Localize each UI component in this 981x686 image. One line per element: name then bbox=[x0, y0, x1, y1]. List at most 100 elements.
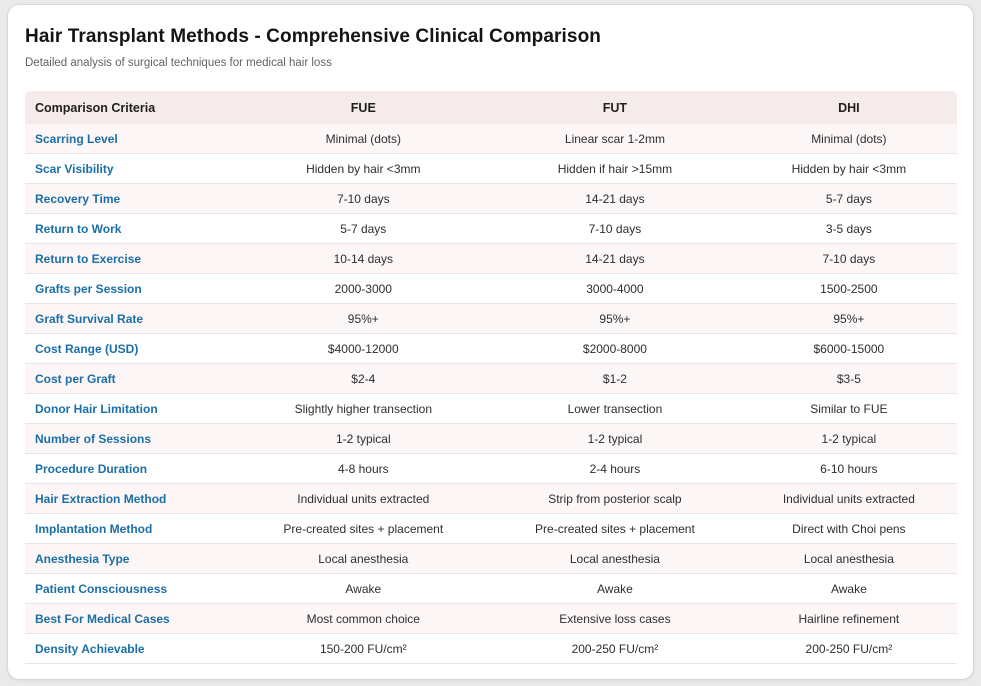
fut-value-cell: Strip from posterior scalp bbox=[489, 484, 741, 514]
table-row: Anesthesia Type Local anesthesia Local ane… bbox=[25, 544, 957, 574]
fut-value-cell: $1-2 bbox=[489, 364, 741, 394]
fut-value-cell: 2-4 hours bbox=[489, 454, 741, 484]
dhi-value-cell: Hidden by hair <3mm bbox=[740, 154, 957, 184]
fue-value-cell: 4-8 hours bbox=[237, 454, 490, 484]
criteria-label: Number of Sessions bbox=[25, 424, 238, 454]
fue-value-cell: Individual units extracted bbox=[237, 484, 490, 514]
criteria-label: Cost per Graft bbox=[25, 364, 238, 394]
table-row: Grafts per Session 2000-3000 3000-4000 1500… bbox=[25, 274, 957, 304]
criteria-label: Patient Consciousness bbox=[25, 574, 238, 604]
criteria-label: Hair Extraction Method bbox=[25, 484, 238, 514]
criteria-label: Procedure Duration bbox=[25, 454, 238, 484]
dhi-value-cell: 7-10 days bbox=[740, 244, 957, 274]
fue-value-cell: Awake bbox=[237, 574, 490, 604]
fut-value-cell: 95%+ bbox=[489, 304, 741, 334]
fut-value-cell: 14-21 days bbox=[489, 244, 741, 274]
fue-value-cell: Minimal (dots) bbox=[237, 124, 490, 154]
criteria-label: Implantation Method bbox=[25, 514, 238, 544]
column-header-dhi: DHI bbox=[740, 91, 957, 124]
dhi-value-cell: 1500-2500 bbox=[740, 274, 957, 304]
criteria-label: Recovery Time bbox=[25, 184, 238, 214]
table-row: Hair Extraction Method Individual units e… bbox=[25, 484, 957, 514]
page-subtitle: Detailed analysis of surgical techniques… bbox=[25, 57, 332, 69]
criteria-label: Return to Exercise bbox=[25, 244, 238, 274]
table-row: Donor Hair Limitation Slightly higher tra… bbox=[25, 394, 957, 424]
fut-value-cell: Pre-created sites + placement bbox=[489, 514, 741, 544]
criteria-label: Density Achievable bbox=[25, 634, 238, 664]
fue-value-cell: 10-14 days bbox=[237, 244, 490, 274]
fut-value-cell: Hidden if hair >15mm bbox=[489, 154, 741, 184]
fue-value-cell: 1-2 typical bbox=[237, 424, 490, 454]
criteria-label: Graft Survival Rate bbox=[25, 304, 238, 334]
dhi-value-cell: 3-5 days bbox=[740, 214, 957, 244]
table-row: Return to Work 5-7 days 7-10 days 3-5 days bbox=[25, 214, 957, 244]
dhi-value-cell: $6000-15000 bbox=[740, 334, 957, 364]
fut-value-cell: Extensive loss cases bbox=[489, 604, 741, 634]
fut-value-cell: Lower transection bbox=[489, 394, 741, 424]
dhi-value-cell: Individual units extracted bbox=[740, 484, 957, 514]
comparison-table: Comparison Criteria FUE FUT DHI Scarring… bbox=[25, 91, 957, 664]
table-row: Return to Exercise 10-14 days 14-21 days 7-… bbox=[25, 244, 957, 274]
fut-value-cell: 7-10 days bbox=[489, 214, 741, 244]
table-row: Cost Range (USD) $4000-12000 $2000-8000 $60… bbox=[25, 334, 957, 364]
table-row: Procedure Duration 4-8 hours 2-4 hours 6-10… bbox=[25, 454, 957, 484]
fut-value-cell: 14-21 days bbox=[489, 184, 741, 214]
criteria-label: Best For Medical Cases bbox=[25, 604, 238, 634]
table-row: Cost per Graft $2-4 $1-2 $3-5 bbox=[25, 364, 957, 394]
comparison-card: Hair Transplant Methods - Comprehensive … bbox=[7, 4, 974, 680]
fue-value-cell: Most common choice bbox=[237, 604, 490, 634]
dhi-value-cell: Minimal (dots) bbox=[740, 124, 957, 154]
table-row: Scarring Level Minimal (dots) Linear scar … bbox=[25, 124, 957, 154]
fue-value-cell: Local anesthesia bbox=[237, 544, 490, 574]
dhi-value-cell: 200-250 FU/cm² bbox=[740, 634, 957, 664]
fut-value-cell: $2000-8000 bbox=[489, 334, 741, 364]
fut-value-cell: 200-250 FU/cm² bbox=[489, 634, 741, 664]
dhi-value-cell: Similar to FUE bbox=[740, 394, 957, 424]
fut-value-cell: Local anesthesia bbox=[489, 544, 741, 574]
page-title: Hair Transplant Methods - Comprehensive … bbox=[25, 26, 602, 47]
table-row: Patient Consciousness Awake Awake Awake bbox=[25, 574, 957, 604]
table-row: Number of Sessions 1-2 typical 1-2 typical… bbox=[25, 424, 957, 454]
fue-value-cell: 2000-3000 bbox=[237, 274, 490, 304]
criteria-label: Scar Visibility bbox=[25, 154, 238, 184]
criteria-label: Grafts per Session bbox=[25, 274, 238, 304]
fue-value-cell: 5-7 days bbox=[237, 214, 490, 244]
table-row: Best For Medical Cases Most common choice… bbox=[25, 604, 957, 634]
fut-value-cell: Awake bbox=[489, 574, 741, 604]
table-header-row: Comparison Criteria FUE FUT DHI bbox=[25, 91, 957, 124]
fut-value-cell: 3000-4000 bbox=[489, 274, 741, 304]
criteria-label: Return to Work bbox=[25, 214, 238, 244]
table-body: Scarring Level Minimal (dots) Linear scar … bbox=[25, 124, 957, 664]
column-header-fue: FUE bbox=[237, 91, 490, 124]
criteria-label: Donor Hair Limitation bbox=[25, 394, 238, 424]
dhi-value-cell: 5-7 days bbox=[740, 184, 957, 214]
fue-value-cell: Pre-created sites + placement bbox=[237, 514, 490, 544]
fut-value-cell: 1-2 typical bbox=[489, 424, 741, 454]
dhi-value-cell: 1-2 typical bbox=[740, 424, 957, 454]
fut-value-cell: Linear scar 1-2mm bbox=[489, 124, 741, 154]
table-row: Scar Visibility Hidden by hair <3mm Hidden… bbox=[25, 154, 957, 184]
dhi-value-cell: Direct with Choi pens bbox=[740, 514, 957, 544]
fue-value-cell: Slightly higher transection bbox=[237, 394, 490, 424]
criteria-label: Anesthesia Type bbox=[25, 544, 238, 574]
column-header-fut: FUT bbox=[489, 91, 741, 124]
dhi-value-cell: Hairline refinement bbox=[740, 604, 957, 634]
column-header-criteria: Comparison Criteria bbox=[25, 91, 238, 124]
table-row: Graft Survival Rate 95%+ 95%+ 95%+ bbox=[25, 304, 957, 334]
table-row: Density Achievable 150-200 FU/cm² 200-250 … bbox=[25, 634, 957, 664]
dhi-value-cell: Local anesthesia bbox=[740, 544, 957, 574]
criteria-label: Scarring Level bbox=[25, 124, 238, 154]
fue-value-cell: 95%+ bbox=[237, 304, 490, 334]
dhi-value-cell: 95%+ bbox=[740, 304, 957, 334]
fue-value-cell: $4000-12000 bbox=[237, 334, 490, 364]
dhi-value-cell: Awake bbox=[740, 574, 957, 604]
criteria-label: Cost Range (USD) bbox=[25, 334, 238, 364]
dhi-value-cell: 6-10 hours bbox=[740, 454, 957, 484]
dhi-value-cell: $3-5 bbox=[740, 364, 957, 394]
fue-value-cell: 7-10 days bbox=[237, 184, 490, 214]
table-row: Recovery Time 7-10 days 14-21 days 5-7 days bbox=[25, 184, 957, 214]
fue-value-cell: 150-200 FU/cm² bbox=[237, 634, 490, 664]
table-row: Implantation Method Pre-created sites + p… bbox=[25, 514, 957, 544]
fue-value-cell: Hidden by hair <3mm bbox=[237, 154, 490, 184]
fue-value-cell: $2-4 bbox=[237, 364, 490, 394]
